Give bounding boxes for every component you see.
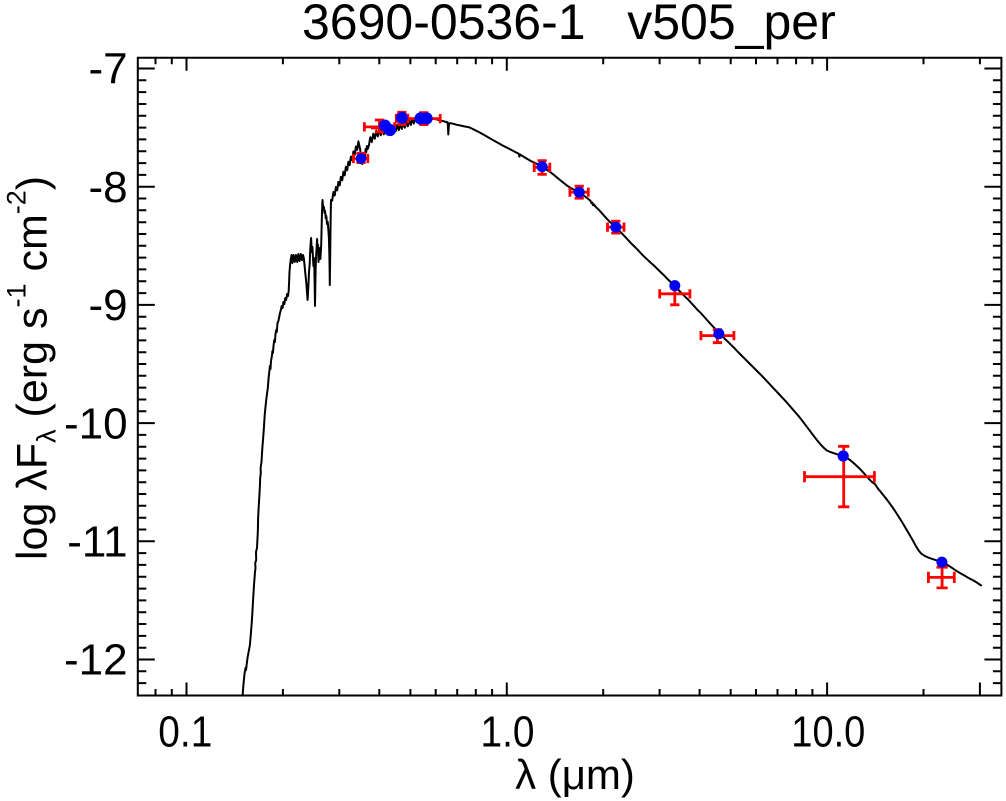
svg-text:-10: -10 [64,399,128,448]
svg-text:1.0: 1.0 [481,708,535,757]
svg-text:-8: -8 [88,163,127,212]
svg-text:log λFλ (erg s-1 cm-2): log λFλ (erg s-1 cm-2) [2,176,62,560]
svg-text:0.1: 0.1 [158,708,212,757]
svg-text:-12: -12 [64,636,128,685]
svg-text:3690-0536-1 v505_per: 3690-0536-1 v505_per [302,0,836,50]
svg-text:-7: -7 [88,45,127,94]
svg-text:10.0: 10.0 [791,708,865,757]
svg-text:-9: -9 [88,281,127,330]
svg-text:-11: -11 [67,518,127,567]
svg-text:λ (μm): λ (μm) [515,751,635,798]
